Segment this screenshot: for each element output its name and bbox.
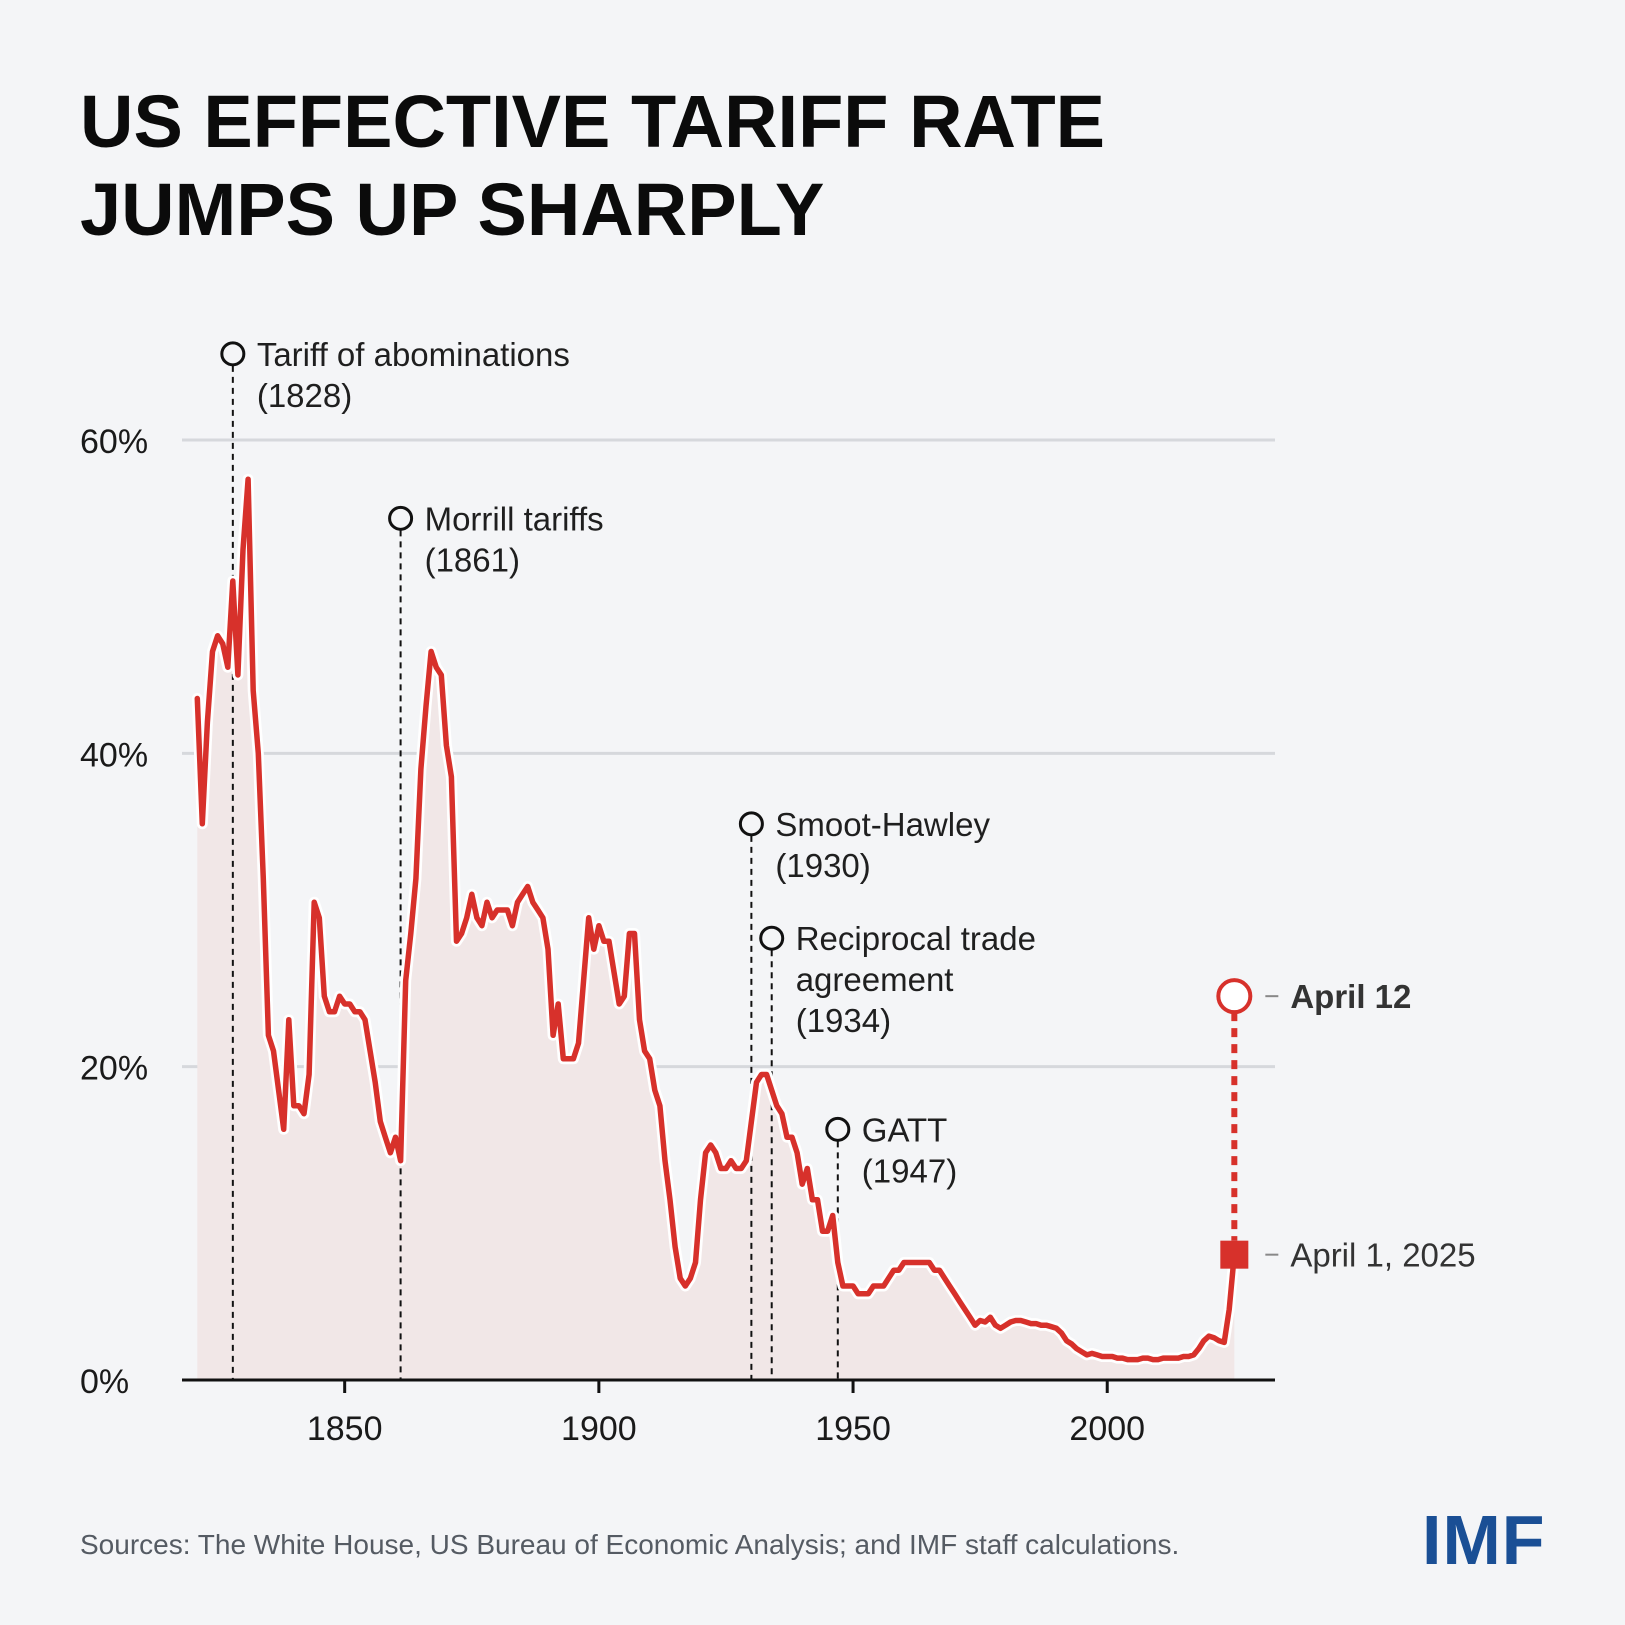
april-12-label: April 12 [1290, 978, 1411, 1015]
chart-title: US EFFECTIVE TARIFF RATE JUMPS UP SHARPL… [80, 78, 1380, 254]
annotation-label: (1861) [425, 541, 520, 578]
imf-logo: IMF [1422, 1501, 1546, 1579]
annotation-label: (1947) [862, 1152, 957, 1189]
title-line-2: JUMPS UP SHARPLY [80, 168, 825, 251]
x-tick-label: 1900 [561, 1410, 637, 1448]
annotation-label: Smoot-Hawley [775, 806, 990, 843]
x-tick-label: 1950 [815, 1410, 891, 1448]
series-area-fill [197, 479, 1235, 1380]
annotation-label: agreement [796, 961, 954, 998]
annotation-label: (1828) [257, 377, 352, 414]
april-1-2025-marker [1220, 1240, 1249, 1269]
highlight-markers: April 12 April 1, 2025 [1216, 978, 1476, 1274]
y-tick-label: 60% [80, 423, 148, 461]
series-line-tariff-rate [194, 476, 1238, 1363]
april-12-marker [1216, 978, 1253, 1015]
y-tick-label: 40% [80, 736, 148, 774]
annotation-marker [825, 1116, 851, 1142]
annotation-label: Morrill tariffs [425, 500, 604, 537]
title-line-1: US EFFECTIVE TARIFF RATE [80, 80, 1106, 163]
annotation-label: GATT [862, 1111, 948, 1148]
annotation-label: Tariff of abominations [257, 336, 570, 373]
axis-ticks: 0% 20% 40% 60% 1850 1900 1950 2000 [80, 423, 1145, 1448]
gridlines [182, 438, 1275, 1069]
y-tick-label: 20% [80, 1050, 148, 1088]
annotation-marker [738, 811, 764, 837]
annotation-label: (1934) [796, 1002, 891, 1039]
x-tick-label: 1850 [307, 1410, 383, 1448]
y-tick-label: 0% [80, 1363, 129, 1401]
annotation-label: Reciprocal trade [796, 920, 1036, 957]
annotations: Tariff of abominations (1828) Morrill tari… [220, 336, 1036, 1380]
april-1-2025-label: April 1, 2025 [1290, 1237, 1475, 1274]
x-tick-label: 2000 [1069, 1410, 1145, 1448]
source-note: Sources: The White House, US Bureau of E… [80, 1529, 1180, 1560]
annotation-marker [388, 505, 414, 531]
annotation-label: (1930) [775, 847, 870, 884]
annotation-marker [759, 925, 785, 951]
annotation-marker [220, 341, 246, 367]
